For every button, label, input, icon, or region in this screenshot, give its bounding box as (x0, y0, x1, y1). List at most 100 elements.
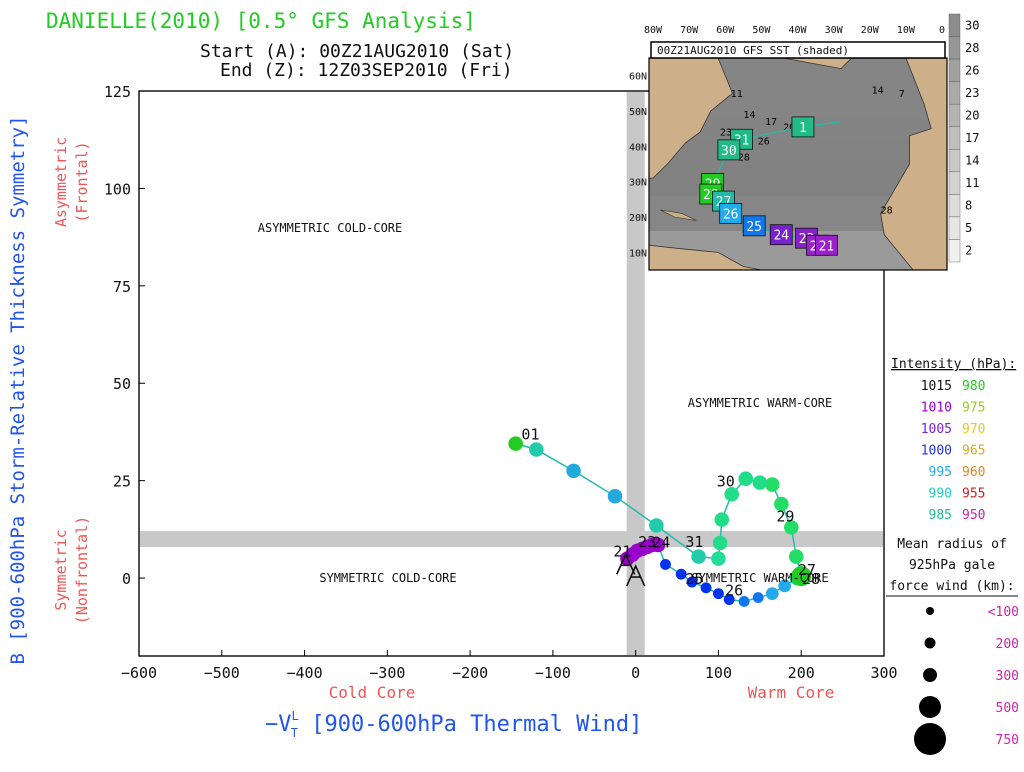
x-tick-label: 200 (788, 664, 815, 682)
inset-storm-box (815, 234, 838, 256)
colorbar-swatch (948, 216, 961, 240)
end-marker (625, 564, 646, 587)
sst-contour-label: 14 (743, 110, 755, 121)
quadrant-symmetric-cold-core: SYMMETRIC COLD-CORE (319, 571, 456, 585)
sst-contour-label: 17 (765, 117, 777, 128)
inset-lat-label: 40N (629, 142, 647, 153)
legend-pressure-right: 960 (962, 465, 985, 480)
plot-border (138, 90, 885, 657)
track-point (660, 558, 671, 570)
inset-lat-label: 30N (629, 178, 647, 189)
track-point (752, 475, 768, 490)
day-label: 24 (652, 534, 670, 552)
track-point (691, 549, 706, 564)
track-point (700, 582, 712, 594)
colorbar-label: 8 (965, 199, 972, 213)
inset-storm-box (791, 116, 815, 138)
legend-pressure-right: 980 (962, 379, 985, 394)
day-label: 26 (725, 582, 743, 600)
colorbar-swatch (948, 58, 961, 82)
y-note-asymmetric: Asymmetric (52, 137, 70, 227)
x-tick-label: −500 (204, 664, 240, 682)
legend-wind-label: <100 (988, 605, 1019, 620)
legend-wind-circle (926, 607, 934, 615)
x-tick-label: −400 (286, 664, 322, 682)
legend-pressure-right: 970 (962, 422, 985, 437)
legend-wind-label: 500 (996, 701, 1019, 716)
legend-pressure-right: 975 (962, 401, 985, 416)
colorbar-label: 11 (965, 176, 979, 190)
y-tick-label: 125 (104, 83, 131, 101)
inset-lat-label: 60N (629, 72, 647, 83)
day-label: 21 (613, 543, 631, 561)
quadrant-asymmetric-warm-core: ASYMMETRIC WARM-CORE (688, 396, 833, 410)
end-time-label: End (Z): 12Z03SEP2010 (Fri) (220, 60, 513, 81)
inset-storm-label: 30 (721, 144, 737, 159)
track-point (778, 579, 792, 593)
x-tick-label: 0 (631, 664, 640, 682)
x-tick-label: −100 (535, 664, 571, 682)
sst-contour-label: 28 (738, 152, 750, 163)
inset-lon-label: 20W (861, 25, 880, 36)
y-note-frontal: (Frontal) (73, 141, 91, 222)
colorbar-label: 26 (965, 63, 979, 77)
legend-pressure-left: 1005 (921, 422, 952, 437)
track-point (607, 488, 623, 504)
inset-lat-label: 50N (629, 107, 647, 118)
legend-wind-title: 925hPa gale (909, 558, 995, 573)
y-tick-label: 0 (122, 570, 131, 588)
track-point (566, 463, 581, 479)
colorbar-label: 5 (965, 221, 972, 235)
legend-pressure-left: 1015 (921, 379, 952, 394)
x-axis-title-sup: L (292, 709, 299, 723)
y-axis-title-main: [900-600hPa Storm-Relative Thickness Sym… (7, 115, 29, 641)
colorbar-label: 20 (965, 108, 979, 122)
inset-lon-label: 70W (680, 25, 699, 36)
x-note-warm-core: Warm Core (748, 683, 835, 702)
colorbar-label: 2 (965, 244, 972, 258)
track-point (724, 487, 739, 502)
inset-lon-label: 40W (788, 25, 807, 36)
colorbar-swatch (948, 149, 961, 173)
colorbar-swatch (948, 13, 961, 37)
track-point (712, 588, 724, 600)
x-tick-label: 100 (705, 664, 732, 682)
track-point (752, 592, 764, 604)
inset-title: 00Z21AUG2010 GFS SST (shaded) (657, 44, 849, 57)
legend-wind-title: Mean radius of (897, 537, 1007, 552)
caribbean-islands (660, 209, 697, 221)
track-point (764, 477, 780, 492)
y-note-symmetric: Symmetric (52, 529, 70, 610)
y-tick-label: 75 (113, 278, 131, 296)
track-point (650, 537, 666, 553)
legend-wind-label: 300 (996, 669, 1019, 684)
y-note-nonfrontal: (Nonfrontal) (73, 516, 91, 624)
track-point (529, 442, 544, 457)
track-point (714, 512, 730, 527)
y-axis-title-prefix: B (7, 642, 29, 665)
threshold-band-vertical (626, 91, 645, 656)
inset-lon-label: 10W (897, 25, 916, 36)
colorbar-swatch (948, 171, 961, 195)
track-point (712, 535, 728, 551)
y-tick-label: 100 (104, 180, 131, 198)
colorbar-label: 17 (965, 131, 979, 145)
sst-contour-label: 14 (872, 85, 884, 96)
track-point (738, 595, 750, 607)
inset-storm-box (717, 139, 741, 161)
day-label: 29 (776, 508, 794, 526)
sst-contour-label: 11 (731, 89, 743, 100)
day-label: 28 (802, 570, 820, 588)
y-axis-title: B [900-600hPa Storm-Relative Thickness S… (7, 115, 29, 664)
x-axis-title-post: [900-600hPa Thermal Wind] (298, 712, 642, 737)
day-label: 01 (521, 426, 539, 444)
track-point (784, 520, 799, 535)
inset-lon-label: 0 (939, 25, 945, 36)
x-tick-label: −200 (452, 664, 488, 682)
sst-contour-label: 26 (758, 137, 770, 148)
inset-storm-box (719, 203, 743, 224)
colorbar-label: 14 (965, 154, 979, 168)
day-label: 31 (685, 533, 703, 551)
track-point (649, 518, 664, 533)
inset-storm-label: 26 (723, 207, 739, 222)
